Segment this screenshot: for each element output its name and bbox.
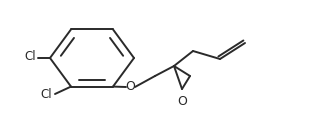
Text: Cl: Cl xyxy=(24,50,36,64)
Text: O: O xyxy=(125,81,135,94)
Text: Cl: Cl xyxy=(40,89,52,102)
Text: O: O xyxy=(177,95,187,108)
